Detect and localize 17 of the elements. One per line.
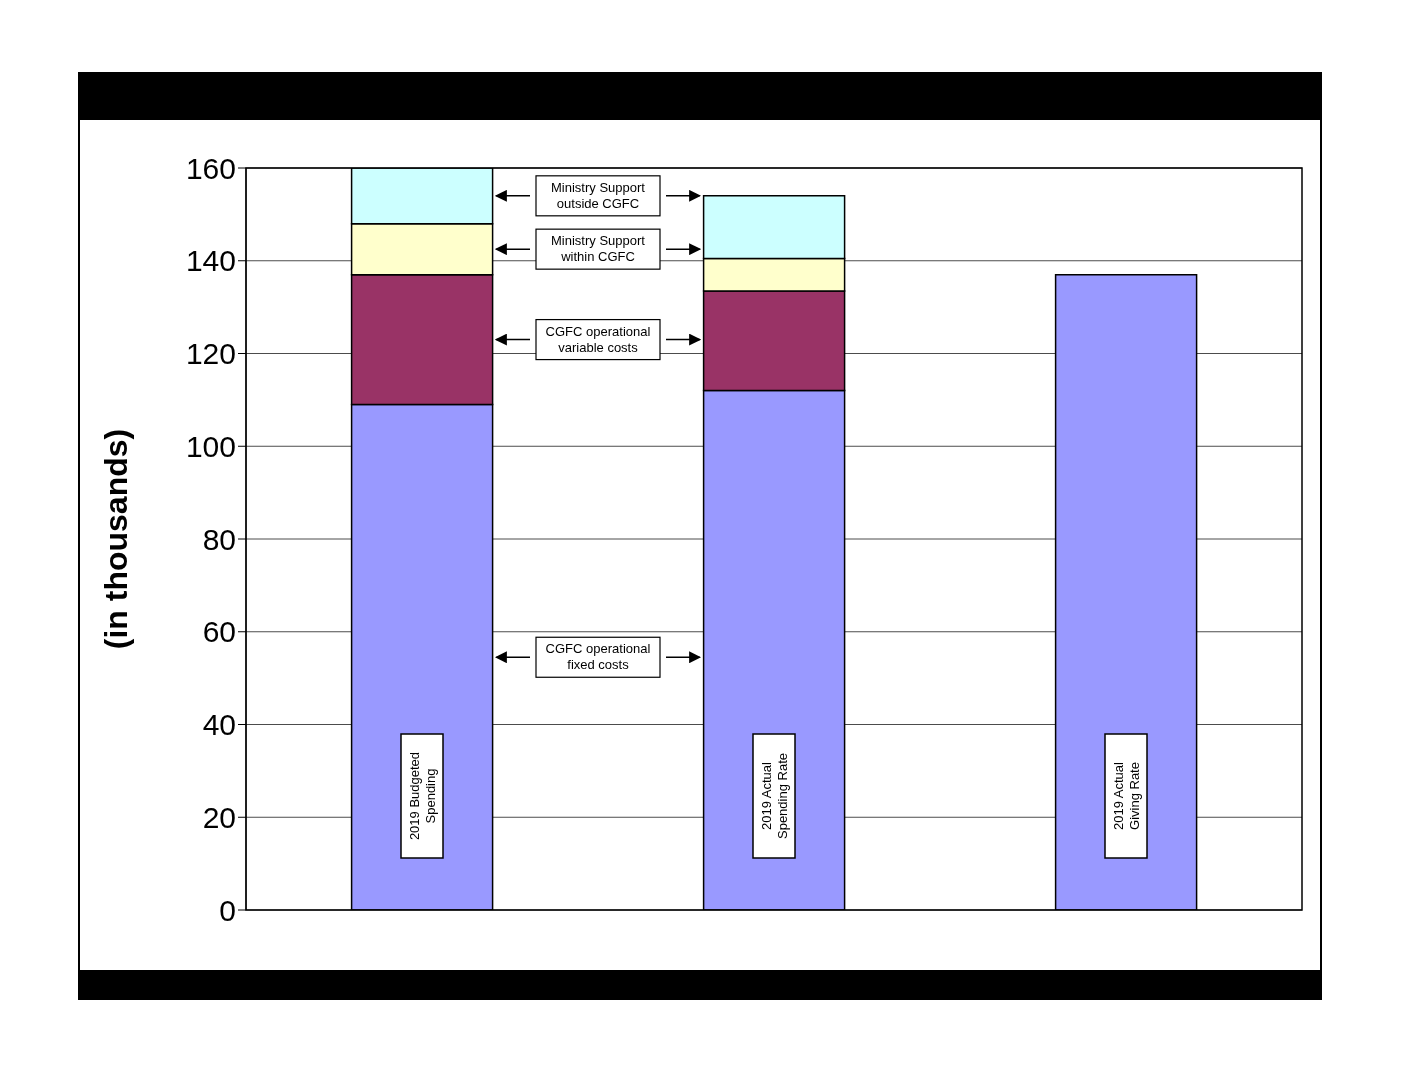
y-tick-label: 40 <box>202 708 236 742</box>
y-tick-label: 60 <box>202 615 236 649</box>
y-tick-label: 20 <box>202 800 236 834</box>
legend-label: CGFC operational fixed costs <box>545 641 651 673</box>
legend-label: Ministry Support outside CGFC <box>551 179 646 211</box>
y-tick-label: 100 <box>185 429 236 463</box>
legend-label: CGFC operational variable costs <box>545 323 651 355</box>
x-tick-label: 2019 Actual Giving Rate <box>1111 761 1142 830</box>
y-tick-label: 80 <box>202 522 236 556</box>
y-tick-label: 160 <box>185 151 236 185</box>
y-tick-label: 120 <box>185 337 236 371</box>
x-tick-label: 2019 Budgeted Spending <box>407 751 438 841</box>
x-tick-label: 2019 Actual Spending Rate <box>759 752 790 840</box>
legend-label: Ministry Support within CGFC <box>551 233 646 265</box>
y-tick-label: 140 <box>185 244 236 278</box>
y-tick-label: 0 <box>219 893 236 927</box>
y-axis-title: (in thousands) <box>98 428 135 650</box>
